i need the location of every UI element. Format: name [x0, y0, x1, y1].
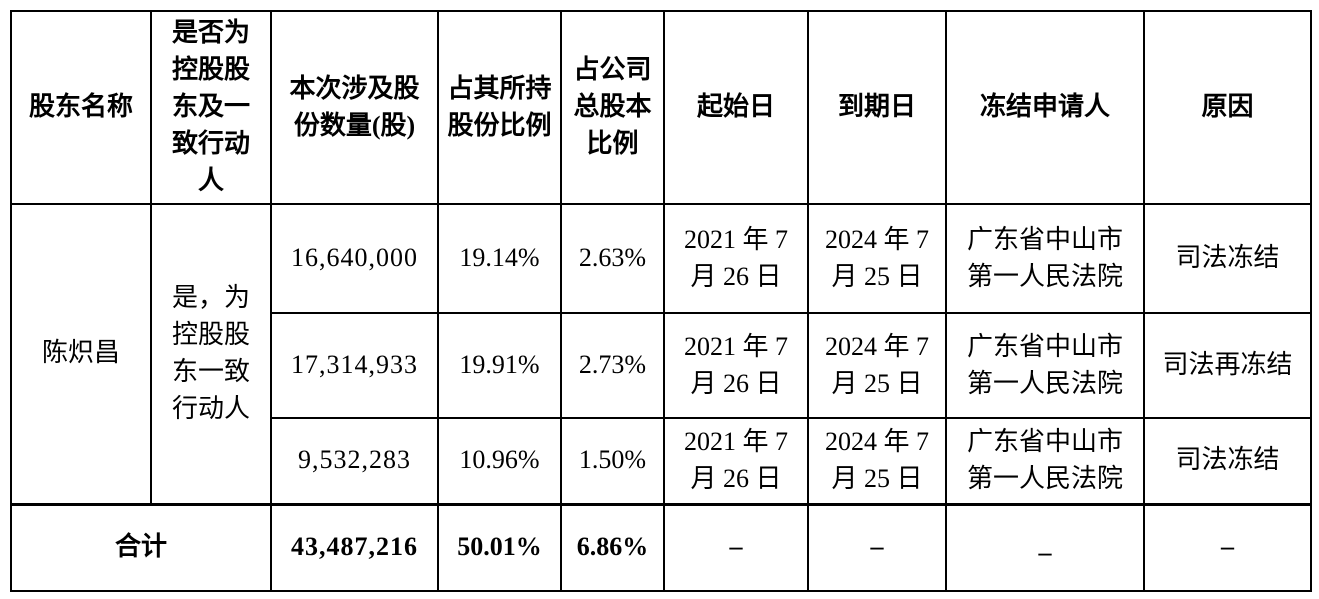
document-page: 股东名称 是否为控股股东及一致行动人 本次涉及股份数量(股) 占其所持股份比例 … [0, 10, 1319, 599]
col-header-reason: 原因 [1143, 10, 1312, 205]
freeze-record-row-3: 9,532,283 10.96% 1.50% 2021 年 7 月 26 日 2… [11, 417, 1312, 505]
total-end-date-cell: – [807, 502, 947, 592]
reason-cell: 司法冻结 [1143, 417, 1312, 505]
total-applicant-cell: – [945, 502, 1145, 592]
total-reason-cell: – [1143, 502, 1312, 592]
reason-cell: 司法冻结 [1143, 203, 1312, 314]
applicant-cell: 广东省中山市第一人民法院 [945, 312, 1145, 419]
col-header-pct-of-total: 占公司总股本比例 [560, 10, 665, 205]
share-freeze-table: 股东名称 是否为控股股东及一致行动人 本次涉及股份数量(股) 占其所持股份比例 … [10, 10, 1312, 592]
shares-cell: 16,640,000 [270, 203, 439, 314]
total-pct-of-held-cell: 50.01% [437, 502, 562, 592]
col-header-shareholder-name: 股东名称 [10, 10, 152, 205]
total-pct-of-total-cell: 6.86% [560, 502, 665, 592]
total-start-date-cell: – [663, 502, 809, 592]
controlling-status-cell: 是，为控股股东一致行动人 [150, 203, 272, 505]
total-label-cell: 合计 [10, 502, 272, 592]
applicant-cell: 广东省中山市第一人民法院 [945, 417, 1145, 505]
header-row: 股东名称 是否为控股股东及一致行动人 本次涉及股份数量(股) 占其所持股份比例 … [10, 10, 1312, 205]
freeze-record-row-1: 陈炽昌 是，为控股股东一致行动人 16,640,000 19.14% 2.63%… [10, 203, 1312, 505]
shareholder-name-cell: 陈炽昌 [10, 203, 152, 505]
start-date-cell: 2021 年 7 月 26 日 [663, 417, 809, 505]
col-header-pct-of-held: 占其所持股份比例 [437, 10, 562, 205]
total-row: 合计 43,487,216 50.01% 6.86% – – – – [10, 502, 1312, 592]
col-header-end-date: 到期日 [807, 10, 947, 205]
col-header-shares-involved: 本次涉及股份数量(股) [270, 10, 439, 205]
total-shares-cell: 43,487,216 [270, 502, 439, 592]
pct-of-total-cell: 2.73% [560, 312, 665, 419]
end-date-cell: 2024 年 7 月 25 日 [807, 312, 947, 419]
pct-of-total-cell: 2.63% [560, 203, 665, 314]
end-date-cell: 2024 年 7 月 25 日 [807, 203, 947, 314]
pct-of-held-cell: 10.96% [437, 417, 562, 505]
start-date-cell: 2021 年 7 月 26 日 [663, 312, 809, 419]
start-date-cell: 2021 年 7 月 26 日 [663, 203, 809, 314]
pct-of-held-cell: 19.14% [437, 203, 562, 314]
freeze-record-row-2: 17,314,933 19.91% 2.73% 2021 年 7 月 26 日 … [11, 312, 1312, 419]
col-header-start-date: 起始日 [663, 10, 809, 205]
shares-cell: 9,532,283 [270, 417, 439, 505]
shares-cell: 17,314,933 [270, 312, 439, 419]
end-date-cell: 2024 年 7 月 25 日 [807, 417, 947, 505]
col-header-freeze-applicant: 冻结申请人 [945, 10, 1145, 205]
reason-cell: 司法再冻结 [1143, 312, 1312, 419]
col-header-controlling-status: 是否为控股股东及一致行动人 [150, 10, 272, 205]
pct-of-total-cell: 1.50% [560, 417, 665, 505]
applicant-cell: 广东省中山市第一人民法院 [945, 203, 1145, 314]
pct-of-held-cell: 19.91% [437, 312, 562, 419]
